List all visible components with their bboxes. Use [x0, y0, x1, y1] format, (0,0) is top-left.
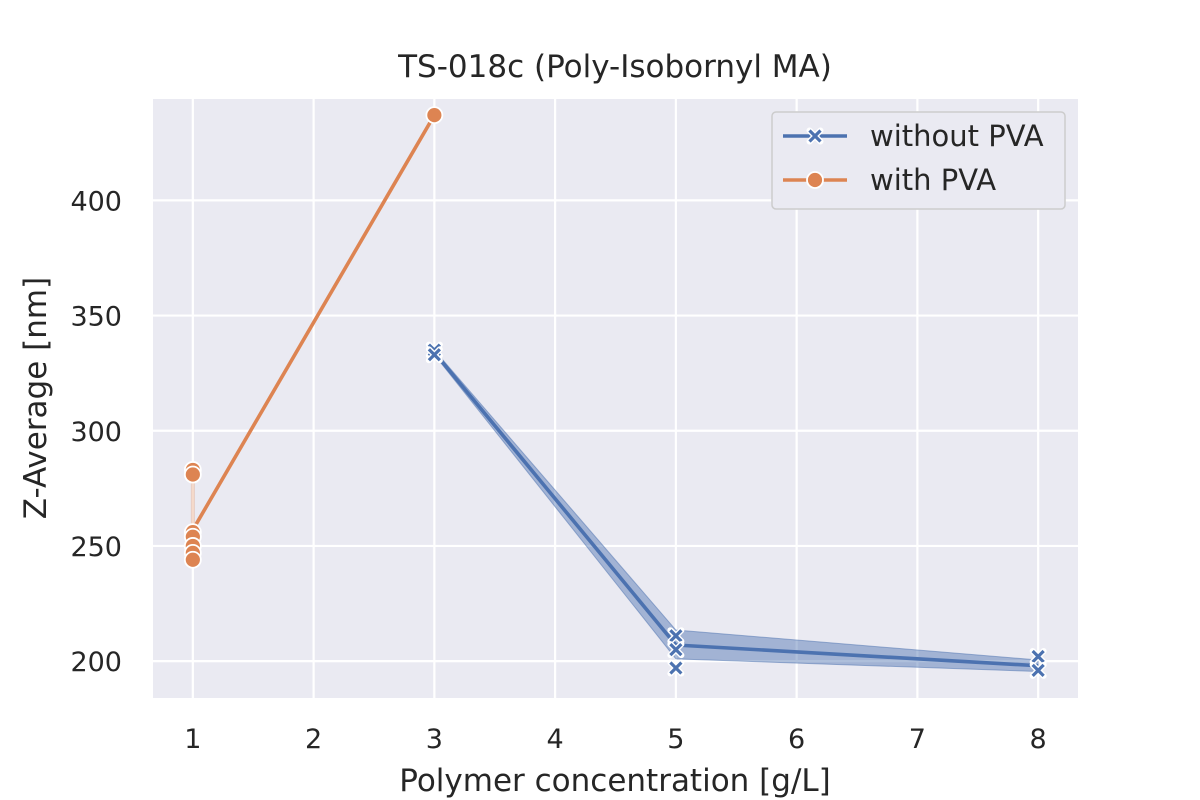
y-axis-label: Z-Average [nm] [18, 277, 54, 519]
x-tick-label: 7 [909, 724, 926, 755]
legend-item-with-pva: with PVA [783, 163, 996, 197]
x-axis-label: Polymer concentration [g/L] [399, 763, 831, 799]
y-tick-label: 250 [70, 532, 122, 563]
series-line-without-pva [432, 351, 1039, 668]
x-tick-label: 6 [788, 724, 805, 755]
y-tick-label: 300 [70, 417, 122, 448]
series-line-with-pva [191, 114, 436, 531]
x-tick-label: 4 [547, 724, 564, 755]
x-tick-label: 1 [184, 724, 201, 755]
legend-label-with-pva: with PVA [870, 163, 996, 197]
data-point-without-pva [1029, 648, 1047, 666]
y-tick-labels: 200 250 300 350 400 [70, 186, 122, 678]
x-tick-labels: 1 2 3 4 5 6 7 8 [184, 724, 1046, 755]
data-point-with-pva [183, 550, 202, 569]
y-tick-label: 200 [70, 647, 122, 678]
legend-marker-circle [806, 171, 824, 189]
legend-marker-x [806, 127, 824, 145]
y-tick-label: 350 [70, 302, 122, 333]
y-tick-label: 400 [70, 186, 122, 217]
legend: without PVA with PVA [771, 111, 1066, 210]
data-point-without-pva [667, 627, 685, 645]
x-tick-label: 5 [667, 724, 684, 755]
data-point-without-pva [1029, 661, 1047, 679]
x-tick-label: 2 [305, 724, 322, 755]
data-point-with-pva [425, 106, 444, 125]
series-lines [191, 114, 1039, 668]
data-point-without-pva [667, 659, 685, 677]
legend-item-without-pva: without PVA [783, 119, 1044, 153]
data-point-with-pva [183, 465, 202, 484]
x-tick-label: 8 [1030, 724, 1047, 755]
data-markers [183, 106, 1047, 679]
data-point-without-pva [667, 641, 685, 659]
legend-label-without-pva: without PVA [870, 119, 1044, 153]
data-point-without-pva [425, 346, 443, 364]
x-tick-label: 3 [426, 724, 443, 755]
chart-title: TS-018c (Poly-Isobornyl MA) [397, 49, 832, 85]
